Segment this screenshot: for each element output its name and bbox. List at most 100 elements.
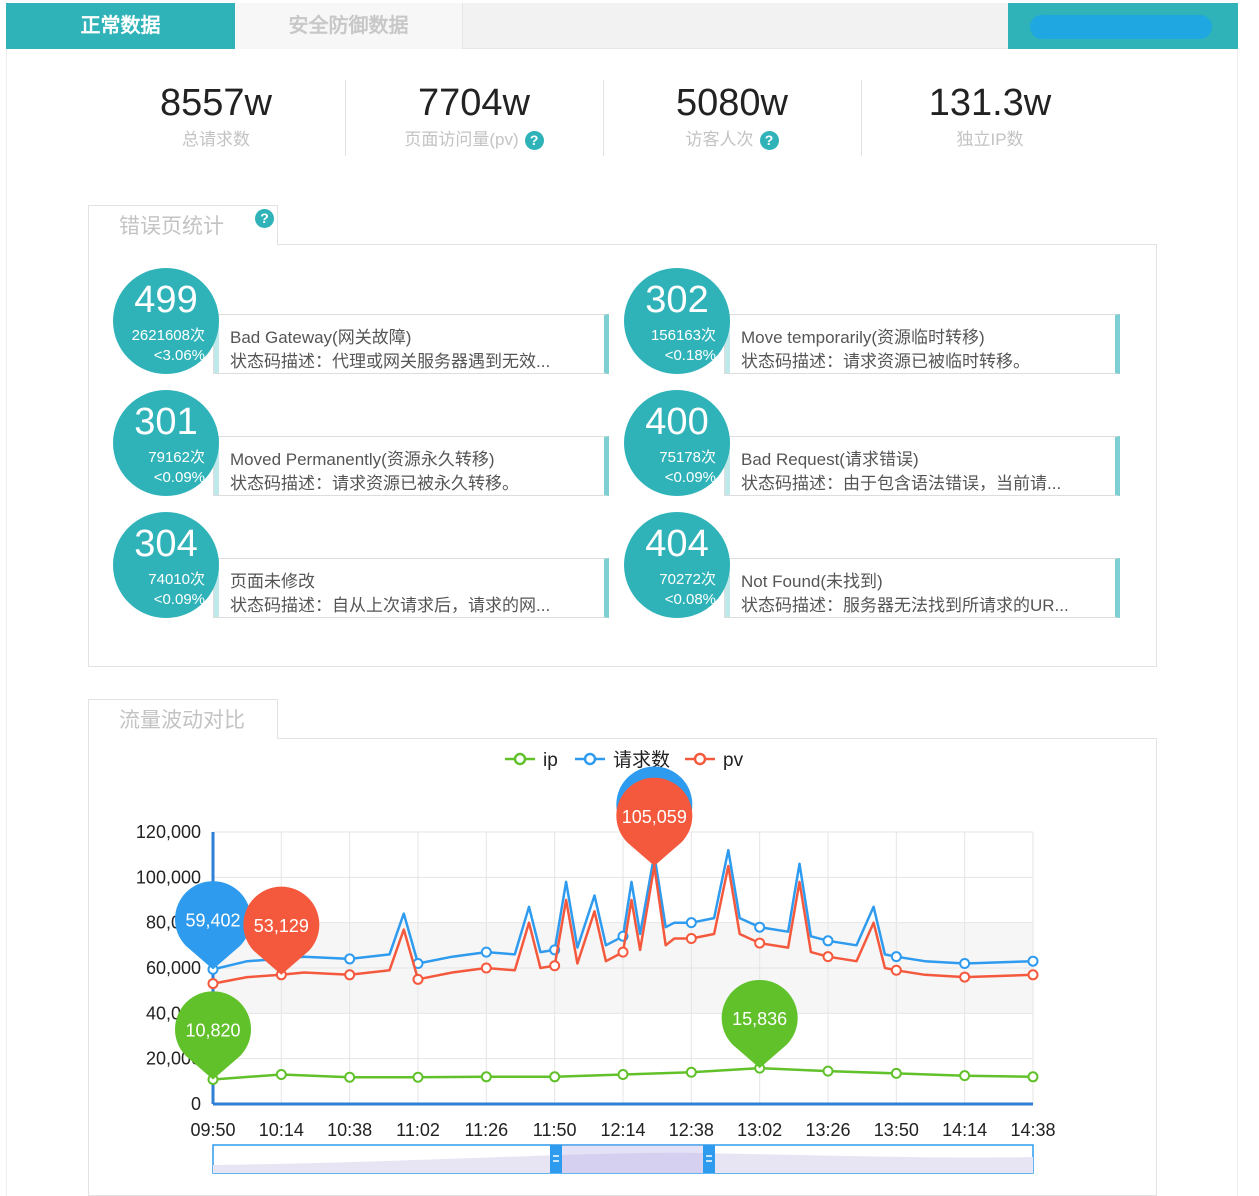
data-point <box>959 971 971 983</box>
error-percent: <0.18% <box>664 347 716 364</box>
error-count: 74010次 <box>148 571 205 588</box>
series-line-requests <box>212 848 1034 971</box>
data-point <box>754 921 766 933</box>
error-card-404[interactable]: Not Found(未找到) 状态码描述：服务器无法找到所请求的UR... 40… <box>624 512 1124 618</box>
error-title: Moved Permanently(资源永久转移) <box>230 450 495 469</box>
tab-security-data[interactable]: 安全防御数据 <box>235 3 463 49</box>
error-card-302[interactable]: Move temporarily(资源临时转移) 状态码描述：请求资源已被临时转… <box>624 268 1124 374</box>
marker-label: 53,129 <box>254 916 309 936</box>
data-point <box>617 946 629 958</box>
x-tick-label: 11:50 <box>533 1120 577 1140</box>
error-card-301[interactable]: Moved Permanently(资源永久转移) 状态码描述：请求资源已被永久… <box>113 390 613 496</box>
error-card-accent <box>214 437 219 495</box>
data-point <box>344 953 356 965</box>
x-tick-label: 11:26 <box>464 1120 508 1140</box>
data-point <box>549 960 561 972</box>
zoom-slider-handle[interactable] <box>703 1145 715 1173</box>
y-tick-label: 0 <box>191 1094 201 1114</box>
data-point <box>480 962 492 974</box>
top-right-pill-button[interactable] <box>1030 15 1212 39</box>
error-code: 304 <box>134 523 198 565</box>
error-percent: <0.09% <box>153 591 205 608</box>
data-point <box>480 1071 492 1083</box>
marker-pin-shape <box>175 991 251 1080</box>
help-icon[interactable]: ? <box>524 131 544 151</box>
legend-swatch-dot <box>693 752 707 766</box>
error-card-bar: Bad Request(请求错误) 状态码描述：由于包含语法错误，当前请... <box>724 436 1120 496</box>
error-card-bar: Move temporarily(资源临时转移) 状态码描述：请求资源已被临时转… <box>724 314 1120 374</box>
marker-pin: 10,820 <box>175 991 251 1080</box>
marker-label: 15,836 <box>732 1009 787 1029</box>
data-point <box>890 1067 902 1079</box>
x-tick-label: 14:14 <box>942 1120 987 1140</box>
stat-label: 访客人次 <box>685 130 754 149</box>
error-stats-tab: 错误页统计 <box>88 205 278 245</box>
x-tick-label: 13:02 <box>737 1120 782 1140</box>
x-tick-label: 11:02 <box>396 1120 440 1140</box>
error-card-accent <box>725 315 730 373</box>
error-card-accent <box>725 437 730 495</box>
error-card-bar: 页面未修改 状态码描述：自从上次请求后，请求的网... <box>213 558 609 618</box>
x-tick-label: 10:38 <box>327 1120 372 1140</box>
traffic-tab: 流量波动对比 <box>88 699 278 739</box>
marker-pin: 15,836 <box>721 979 798 1069</box>
data-point <box>890 951 902 963</box>
data-point <box>959 1070 971 1082</box>
error-percent: <0.09% <box>153 469 205 486</box>
marker-pin: 105,059 <box>616 777 693 866</box>
marker-pin: 59,402 <box>175 881 251 970</box>
error-card-accent <box>725 559 730 617</box>
error-code-circle: 304 74010次 <0.09% <box>113 512 219 618</box>
data-point <box>1027 969 1039 981</box>
data-point <box>822 951 834 963</box>
error-count: 70272次 <box>659 571 716 588</box>
data-point <box>822 1065 834 1077</box>
error-percent: <0.08% <box>664 591 716 608</box>
marker-pin-shape <box>175 881 251 970</box>
stat-value: 7704w <box>418 82 530 124</box>
x-tick-label: 10:14 <box>259 1120 304 1140</box>
stat-value: 131.3w <box>928 82 1052 124</box>
top-tab-bar: 正常数据 安全防御数据 <box>6 3 1238 49</box>
error-code: 499 <box>134 279 198 321</box>
error-desc: 状态码描述：由于包含语法错误，当前请... <box>741 474 1062 493</box>
data-point <box>890 964 902 976</box>
error-card-bar: Bad Gateway(网关故障) 状态码描述：代理或网关服务器遇到无效... <box>213 314 609 374</box>
legend-label: pv <box>723 750 744 771</box>
data-point <box>1027 1071 1039 1083</box>
stat-label: 总请求数 <box>182 130 250 149</box>
x-tick-label: 14:38 <box>1010 1120 1055 1140</box>
error-title: Bad Request(请求错误) <box>741 450 919 469</box>
marker-label: 105,059 <box>622 807 687 827</box>
data-point <box>480 946 492 958</box>
error-code-circle: 301 79162次 <0.09% <box>113 390 219 496</box>
error-card-accent <box>214 559 219 617</box>
data-point <box>685 933 697 945</box>
zoom-slider-handle[interactable] <box>550 1145 562 1173</box>
error-title: Bad Gateway(网关故障) <box>230 328 412 347</box>
error-card-499[interactable]: Bad Gateway(网关故障) 状态码描述：代理或网关服务器遇到无效... … <box>113 268 613 374</box>
top-right-area <box>1008 3 1238 49</box>
data-point <box>412 973 424 985</box>
error-desc: 状态码描述：自从上次请求后，请求的网... <box>230 596 551 615</box>
error-card-304[interactable]: 页面未修改 状态码描述：自从上次请求后，请求的网... 304 74010次 <… <box>113 512 613 618</box>
error-code: 302 <box>645 279 709 321</box>
divider <box>603 80 604 156</box>
help-icon[interactable]: ? <box>255 209 274 228</box>
legend-swatch-dot <box>583 752 597 766</box>
x-tick-label: 12:14 <box>600 1120 645 1140</box>
error-code-circle: 302 156163次 <0.18% <box>624 268 730 374</box>
tab-normal-data[interactable]: 正常数据 <box>6 3 235 49</box>
marker-label: 59,402 <box>185 910 240 930</box>
zoom-slider-preview <box>213 1152 1033 1173</box>
error-card-400[interactable]: Bad Request(请求错误) 状态码描述：由于包含语法错误，当前请... … <box>624 390 1124 496</box>
marker-pin-shape <box>616 777 693 866</box>
section-title: 错误页统计 <box>119 215 224 238</box>
help-icon[interactable]: ? <box>759 131 779 151</box>
error-desc: 状态码描述：请求资源已被临时转移。 <box>741 352 1030 371</box>
data-point <box>617 1069 629 1081</box>
error-code: 404 <box>645 523 709 565</box>
data-point <box>1027 955 1039 967</box>
data-point <box>344 1071 356 1083</box>
